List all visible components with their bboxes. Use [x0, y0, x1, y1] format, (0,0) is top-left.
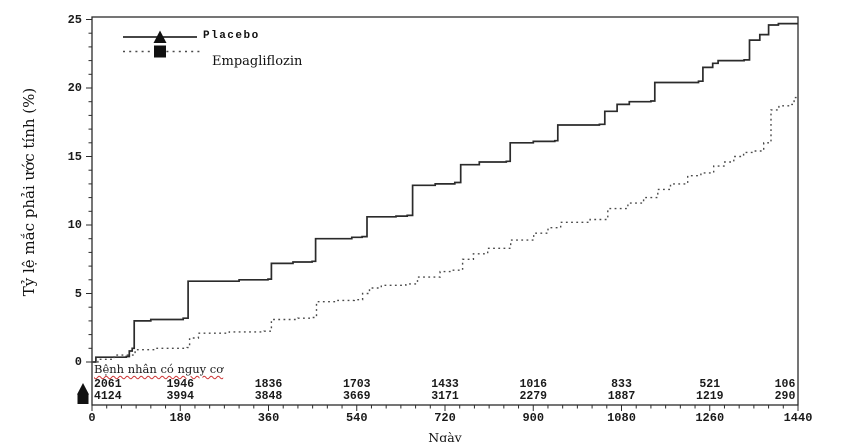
x-tick-label: 360: [257, 411, 280, 425]
y-tick-label: 20: [67, 81, 82, 95]
at-risk-count: 2279: [519, 390, 548, 403]
at-risk-count: 1703: [342, 378, 371, 391]
at-risk-count: 106: [774, 378, 796, 391]
legend-label-placebo: Placebo: [203, 30, 260, 42]
at-risk-count: 1433: [431, 378, 459, 391]
at-risk-count: 1016: [519, 378, 548, 391]
x-axis-title: Ngày: [428, 430, 462, 442]
at-risk-count: 4124: [94, 390, 122, 403]
legend-triangle-marker-icon: [153, 30, 167, 43]
x-tick-label: 720: [434, 411, 456, 425]
risk-triangle-marker-icon: [77, 383, 89, 395]
legend-square-marker-icon: [154, 45, 166, 58]
at-risk-count: 3669: [342, 390, 371, 403]
at-risk-count: 1946: [166, 378, 195, 391]
at-risk-count: 290: [774, 390, 796, 403]
curve-placebo: [92, 22, 798, 363]
y-tick-label: 0: [74, 355, 82, 369]
at-risk-count: 3171: [431, 390, 459, 403]
at-risk-count: 521: [699, 378, 721, 391]
x-tick-label: 900: [522, 411, 545, 425]
at-risk-count: 1836: [254, 378, 283, 391]
series-curves: [92, 22, 799, 363]
legend-label-empagliflozin: Empagliflozin: [212, 54, 303, 69]
x-tick-label: 0: [88, 411, 96, 425]
y-tick-label: 15: [67, 149, 82, 164]
axis-ticks: [86, 19, 799, 411]
risk-square-marker-icon: [77, 394, 89, 404]
at-risk-count: 1219: [695, 390, 724, 403]
at-risk-count: 1887: [607, 390, 636, 403]
x-tick-label: 1260: [695, 411, 725, 425]
x-tick-label: 540: [345, 411, 368, 425]
at-risk-count: 833: [611, 378, 632, 391]
y-tick-label: 25: [67, 12, 82, 27]
y-tick-label: 10: [67, 218, 82, 232]
plot-frame: [91, 16, 799, 406]
at-risk-count: 3994: [166, 390, 195, 403]
legend-glyphs: [123, 30, 200, 58]
y-tick-label: 5: [74, 286, 82, 301]
x-tick-label: 1440: [783, 411, 813, 425]
at-risk-header: Bệnh nhân có nguy cơ: [94, 362, 224, 376]
risk-row-markers: [77, 383, 89, 404]
axes-frame: [91, 16, 799, 406]
x-tick-label: 180: [169, 411, 192, 425]
at-risk-count: 3848: [254, 390, 283, 403]
x-tick-label: 1080: [607, 411, 636, 425]
curve-empagliflozin: [92, 96, 799, 363]
at-risk-count: 2061: [94, 378, 122, 391]
